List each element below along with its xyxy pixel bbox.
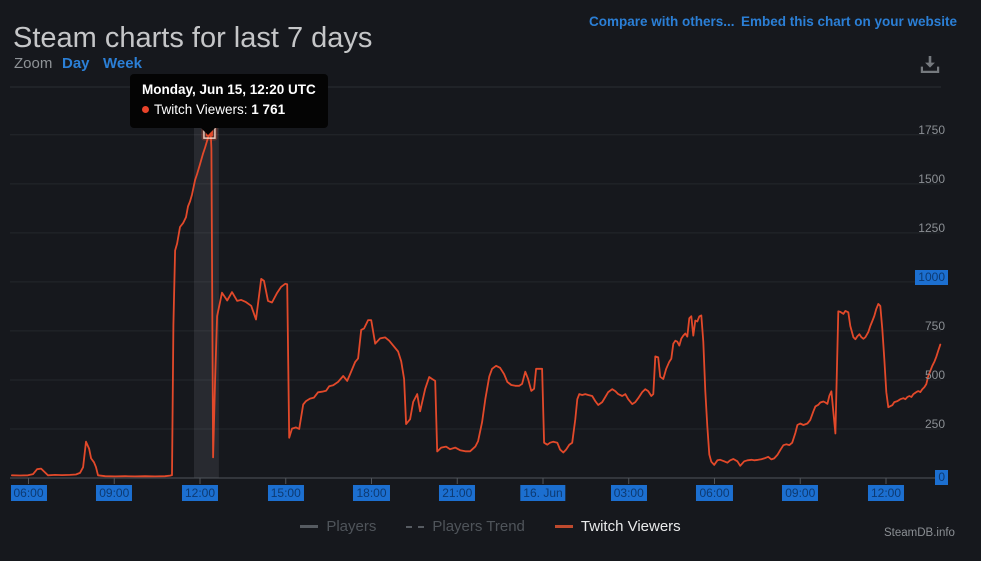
x-axis-label: 09:00 xyxy=(96,485,133,501)
players-line-symbol xyxy=(300,525,319,528)
x-axis-label: 12:00 xyxy=(181,485,219,501)
tooltip-series-label: Twitch Viewers: xyxy=(154,102,248,118)
x-axis-label: 12:00 xyxy=(867,485,904,501)
x-axis-label: 06:00 xyxy=(696,485,733,501)
legend-item-players-trend[interactable]: Players Trend xyxy=(406,518,525,535)
y-axis-label: 1000 xyxy=(915,269,948,285)
y-axis-label: 1750 xyxy=(918,122,945,137)
x-axis-label: 03:00 xyxy=(610,485,647,501)
y-axis-label: 0 xyxy=(935,470,948,485)
x-axis-label: 18:00 xyxy=(353,485,390,501)
zoom-day-button[interactable]: Day xyxy=(62,55,90,72)
x-axis-label: 06:00 xyxy=(10,485,47,501)
y-axis-label: 750 xyxy=(924,318,945,333)
tooltip-series-row: Twitch Viewers: 1 761 xyxy=(142,100,316,120)
y-axis-label: 1250 xyxy=(918,220,945,235)
x-axis-label: 15:00 xyxy=(267,485,304,501)
watermark: SteamDB.info xyxy=(884,527,955,539)
y-axis-label: 500 xyxy=(924,367,945,382)
x-axis xyxy=(10,477,947,484)
x-axis-label: 09:00 xyxy=(782,485,819,501)
download-icon xyxy=(920,56,940,73)
x-axis-label: 21:00 xyxy=(439,485,476,501)
twitch-viewers-line-symbol xyxy=(554,525,573,528)
legend-item-players[interactable]: Players xyxy=(300,518,376,535)
y-axis-label: 250 xyxy=(924,416,945,431)
series-line-twitch-viewers xyxy=(10,131,942,478)
chart-tooltip: Monday, Jun 15, 12:20 UTC Twitch Viewers… xyxy=(130,74,328,135)
embed-chart-link[interactable]: Embed this chart on your website xyxy=(741,14,958,29)
zoom-week-button[interactable]: Week xyxy=(103,55,142,72)
download-chart-button[interactable] xyxy=(917,52,945,78)
series-bullet-icon xyxy=(142,106,149,114)
legend-label: Players Trend xyxy=(432,518,525,535)
tooltip-arrow xyxy=(200,126,216,135)
chart-legend: Players Players Trend Twitch Viewers xyxy=(0,518,981,535)
zoom-label: Zoom xyxy=(14,55,53,72)
legend-label: Twitch Viewers xyxy=(580,518,681,535)
page-title: Steam charts for last 7 days xyxy=(13,22,373,55)
legend-label: Players xyxy=(326,518,377,535)
players-trend-line-symbol xyxy=(406,525,425,528)
tooltip-date: Monday, Jun 15, 12:20 UTC xyxy=(142,82,316,97)
gridlines xyxy=(10,86,941,430)
compare-with-others-link[interactable]: Compare with others... xyxy=(589,14,735,29)
tooltip-value: 1 761 xyxy=(251,102,286,118)
x-axis-label: 16. Jun xyxy=(520,485,566,501)
y-axis-label: 1500 xyxy=(918,171,945,186)
legend-item-twitch-viewers[interactable]: Twitch Viewers xyxy=(554,518,681,535)
